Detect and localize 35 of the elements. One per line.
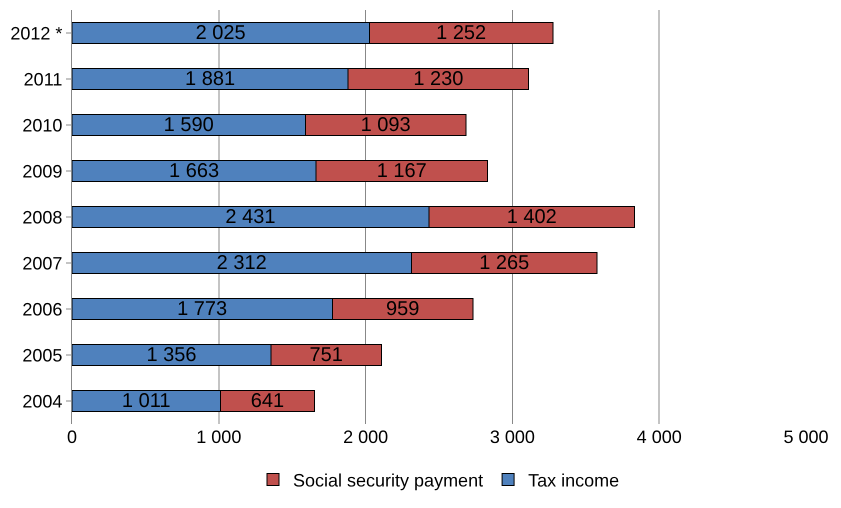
data-label: 751 [309, 344, 343, 366]
x-tick-label: 2 000 [343, 427, 388, 447]
data-label: 959 [386, 298, 420, 320]
y-tick-label: 2008 [22, 207, 62, 228]
data-label: 1 881 [185, 68, 236, 90]
x-tick-label: 5 000 [783, 427, 829, 447]
legend-label: Tax income [528, 470, 620, 490]
data-label: 1 590 [164, 114, 214, 136]
x-tick-label: 3 000 [490, 427, 535, 447]
data-label: 1 093 [360, 114, 411, 136]
data-label: 641 [250, 390, 284, 412]
y-tick-label: 2011 [24, 69, 62, 90]
y-tick-label: 2012 * [10, 23, 62, 44]
x-tick-label: 4 000 [636, 427, 682, 447]
y-tick-label: 2010 [22, 115, 62, 136]
y-tick-label: 2005 [22, 345, 62, 366]
data-label: 2 025 [196, 22, 246, 44]
y-tick-label: 2004 [22, 391, 62, 412]
y-tick-label: 2006 [22, 299, 62, 320]
data-label: 1 011 [122, 390, 170, 412]
data-label: 1 252 [436, 22, 486, 44]
data-label: 1 167 [376, 160, 427, 182]
data-label: 1 265 [479, 252, 530, 274]
x-tick-label: 0 [66, 427, 78, 447]
legend-label: Social security payment [293, 470, 484, 490]
x-tick-label: 1 000 [196, 427, 242, 447]
data-label: 1 773 [177, 298, 228, 320]
data-label: 1 663 [169, 160, 220, 182]
data-label: 1 230 [413, 68, 464, 90]
y-tick-label: 2009 [22, 161, 62, 182]
data-label: 1 402 [506, 206, 557, 228]
data-label: 2 312 [216, 252, 267, 274]
data-label: 2 431 [225, 206, 276, 228]
y-tick-label: 2007 [22, 253, 62, 274]
data-label: 1 356 [146, 344, 197, 366]
